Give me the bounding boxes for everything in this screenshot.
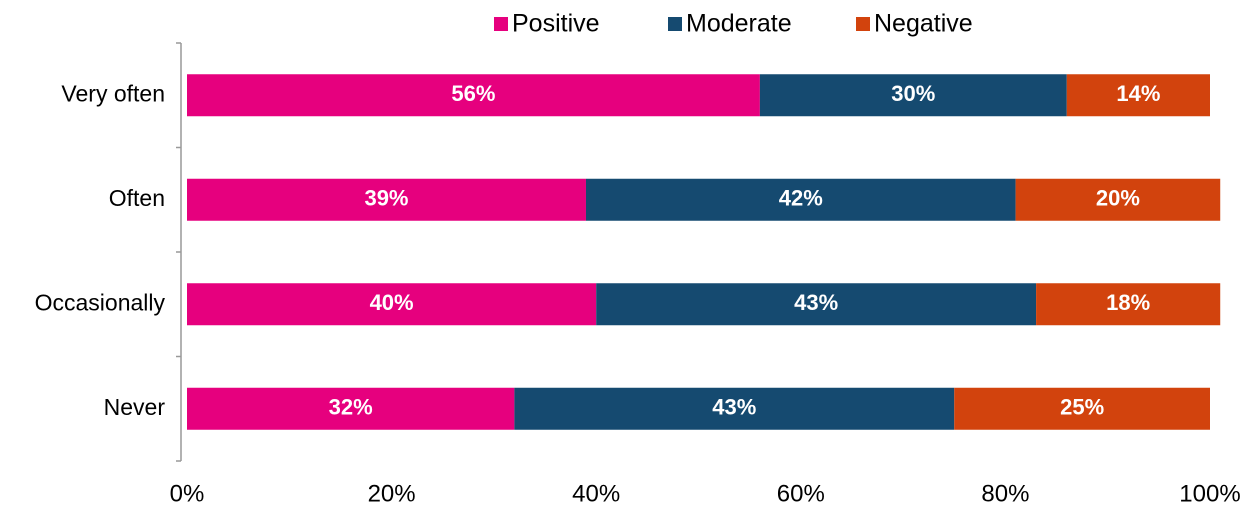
- x-tick-label: 0%: [170, 480, 205, 507]
- legend-label: Negative: [874, 10, 973, 38]
- category-label: Occasionally: [35, 289, 166, 315]
- data-label: 39%: [364, 186, 408, 211]
- data-label: 25%: [1060, 395, 1104, 420]
- data-label: 30%: [891, 81, 935, 106]
- legend-label: Positive: [512, 10, 600, 38]
- bar-segment: [585, 178, 1016, 221]
- x-tick-label: 80%: [981, 480, 1029, 507]
- x-tick-label: 20%: [368, 480, 416, 507]
- data-label: 40%: [370, 290, 414, 315]
- bar-segment: [596, 283, 1037, 326]
- bar-segment: [514, 387, 955, 430]
- category-label: Often: [109, 185, 165, 211]
- bar-segment: [1066, 74, 1210, 117]
- data-label: 14%: [1116, 81, 1160, 106]
- category-label: Very often: [61, 80, 165, 106]
- data-label: 56%: [451, 81, 495, 106]
- data-label: 42%: [779, 186, 823, 211]
- legend-swatch: [668, 17, 682, 31]
- bar-segment: [759, 74, 1067, 117]
- data-label: 18%: [1106, 290, 1150, 315]
- bar-segment: [187, 283, 597, 326]
- data-label: 20%: [1096, 186, 1140, 211]
- bar-segment: [187, 387, 515, 430]
- legend-swatch: [856, 17, 870, 31]
- data-label: 43%: [712, 395, 756, 420]
- x-tick-label: 60%: [777, 480, 825, 507]
- x-tick-label: 40%: [572, 480, 620, 507]
- data-label: 43%: [794, 290, 838, 315]
- category-label: Never: [104, 394, 166, 420]
- legend-swatch: [494, 17, 508, 31]
- data-label: 32%: [329, 395, 373, 420]
- bar-segment: [187, 178, 586, 221]
- bar-segment: [1036, 283, 1221, 326]
- bar-segment: [954, 387, 1210, 430]
- legend-label: Moderate: [686, 10, 792, 38]
- bar-segment: [1015, 178, 1221, 221]
- bar-segment: [187, 74, 760, 117]
- x-tick-label: 100%: [1179, 480, 1240, 507]
